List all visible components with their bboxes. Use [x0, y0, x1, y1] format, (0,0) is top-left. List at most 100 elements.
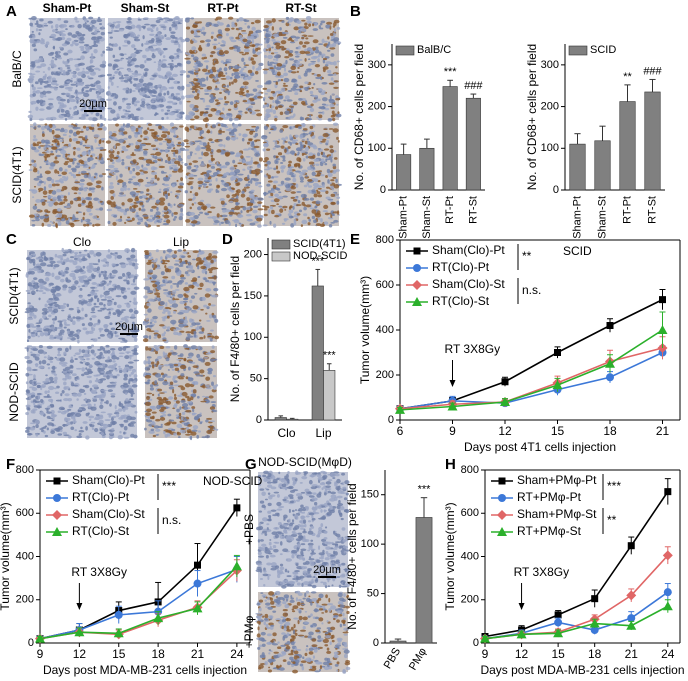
cell — [37, 349, 45, 354]
cell — [70, 426, 75, 431]
cell — [34, 81, 39, 85]
cell — [25, 289, 31, 292]
cell — [49, 360, 54, 363]
cell — [123, 131, 128, 135]
cell — [165, 346, 171, 349]
cell — [51, 419, 55, 422]
cell — [34, 149, 40, 153]
cell — [294, 51, 299, 54]
cell — [43, 318, 50, 320]
cell — [30, 353, 37, 357]
cell — [320, 20, 326, 24]
cell — [134, 258, 138, 263]
cell — [85, 205, 90, 208]
cell — [107, 158, 110, 161]
cell — [31, 30, 34, 33]
cell — [26, 359, 33, 364]
cell — [240, 91, 245, 94]
cell — [317, 135, 324, 140]
cell — [190, 325, 193, 328]
cell — [106, 98, 113, 101]
cell — [305, 174, 308, 178]
cell — [57, 67, 61, 70]
cell — [96, 30, 101, 33]
cell — [118, 369, 123, 374]
cell — [27, 432, 32, 436]
cell — [151, 105, 157, 110]
cell — [201, 26, 205, 31]
cell — [91, 307, 95, 312]
cell — [69, 200, 74, 205]
cell — [82, 33, 86, 37]
cell — [123, 74, 129, 77]
cell — [229, 36, 234, 40]
cell — [113, 301, 117, 306]
cell — [150, 218, 153, 223]
cell — [236, 48, 241, 53]
cell — [317, 148, 321, 150]
cell — [274, 117, 278, 122]
cell — [220, 179, 224, 183]
cell — [332, 176, 337, 179]
cell — [186, 60, 191, 65]
cell — [150, 171, 158, 176]
cell — [41, 125, 45, 131]
cell — [146, 104, 153, 110]
cell — [32, 86, 36, 91]
cell — [167, 192, 171, 196]
cell — [120, 286, 124, 291]
cell — [92, 292, 98, 296]
cell — [67, 315, 72, 319]
cell — [200, 83, 207, 87]
cell — [173, 160, 181, 165]
cell — [111, 23, 115, 28]
cell — [50, 412, 55, 415]
cell — [36, 87, 43, 90]
cell — [77, 409, 82, 413]
cell — [93, 322, 100, 326]
cell — [60, 393, 63, 397]
cell — [165, 195, 168, 200]
cell — [83, 249, 88, 252]
cell — [56, 208, 62, 212]
cell — [127, 25, 133, 30]
cell — [290, 35, 297, 39]
cell — [26, 347, 29, 352]
cell — [168, 111, 176, 116]
cell — [255, 139, 261, 142]
cell — [213, 108, 217, 112]
cell — [178, 43, 181, 48]
cell — [124, 392, 128, 396]
cell — [133, 181, 140, 186]
cell — [289, 150, 296, 155]
cell — [127, 180, 132, 184]
cell — [254, 43, 260, 46]
cell — [233, 198, 239, 203]
cell — [287, 168, 293, 173]
micrograph — [24, 247, 140, 344]
cell — [243, 19, 250, 23]
cell — [306, 53, 312, 56]
cell — [307, 216, 310, 220]
cell — [30, 331, 36, 334]
cell — [146, 82, 153, 87]
cell — [164, 112, 169, 116]
cell — [198, 319, 202, 322]
cell — [59, 102, 65, 107]
cell — [243, 48, 250, 53]
cell — [196, 30, 201, 33]
cell — [209, 174, 212, 177]
cell — [71, 40, 76, 45]
cell — [187, 261, 191, 264]
cell — [205, 105, 211, 108]
cell — [43, 186, 47, 191]
cell — [309, 62, 315, 66]
cell — [121, 159, 125, 162]
cell — [299, 50, 306, 55]
cell — [29, 22, 34, 27]
cell — [82, 67, 85, 70]
cell — [173, 299, 176, 304]
cell — [186, 165, 192, 170]
cell — [271, 46, 274, 49]
panel-letter: A — [6, 3, 17, 20]
